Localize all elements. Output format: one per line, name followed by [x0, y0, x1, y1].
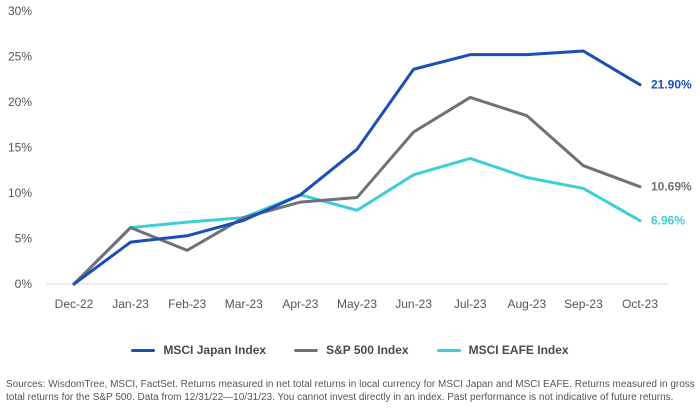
- y-tick-label: 0%: [15, 277, 33, 291]
- x-tick-label: May-23: [337, 297, 377, 311]
- legend-item: S&P 500 Index: [294, 343, 409, 357]
- legend-swatch: [131, 348, 156, 352]
- x-tick-label: Mar-23: [225, 297, 263, 311]
- x-tick-label: Jun-23: [395, 297, 432, 311]
- y-tick-label: 25%: [8, 50, 32, 64]
- y-tick-label: 5%: [15, 232, 33, 246]
- chart-legend: MSCI Japan Index S&P 500 Index MSCI EAFE I…: [0, 343, 700, 357]
- y-tick-label: 30%: [8, 4, 32, 18]
- x-tick-label: Apr-23: [282, 297, 318, 311]
- x-tick-label: Oct-23: [622, 297, 658, 311]
- legend-item: MSCI EAFE Index: [436, 343, 569, 357]
- y-tick-label: 15%: [8, 141, 32, 155]
- x-tick-label: Jul-23: [454, 297, 487, 311]
- legend-label: S&P 500 Index: [326, 343, 409, 357]
- y-tick-label: 10%: [8, 186, 32, 200]
- series-line: [72, 49, 642, 286]
- line-chart: 0% 5% 10% 15% 20% 25% 30% Dec-22 Jan-23 Feb-23 Mar…: [8, 4, 692, 311]
- end-value-label: 6.96%: [651, 214, 685, 228]
- series-line: [72, 95, 642, 286]
- x-tick-label: Sep-23: [564, 297, 603, 311]
- source-footnote: Sources: WisdomTree, MSCI, FactSet. Retu…: [6, 379, 695, 403]
- end-value-label: 21.90%: [651, 78, 692, 92]
- legend-label: MSCI EAFE Index: [468, 343, 569, 357]
- x-tick-label: Aug-23: [507, 297, 546, 311]
- end-value-label: 10.69%: [651, 180, 692, 194]
- legend-swatch: [294, 348, 319, 352]
- legend-label: MSCI Japan Index: [163, 343, 267, 357]
- legend-swatch: [436, 348, 461, 352]
- y-tick-label: 20%: [8, 95, 32, 109]
- x-tick-label: Feb-23: [168, 297, 206, 311]
- x-tick-label: Jan-23: [112, 297, 149, 311]
- legend-item: MSCI Japan Index: [131, 343, 266, 357]
- x-tick-label: Dec-22: [55, 297, 94, 311]
- series-line: [72, 156, 642, 286]
